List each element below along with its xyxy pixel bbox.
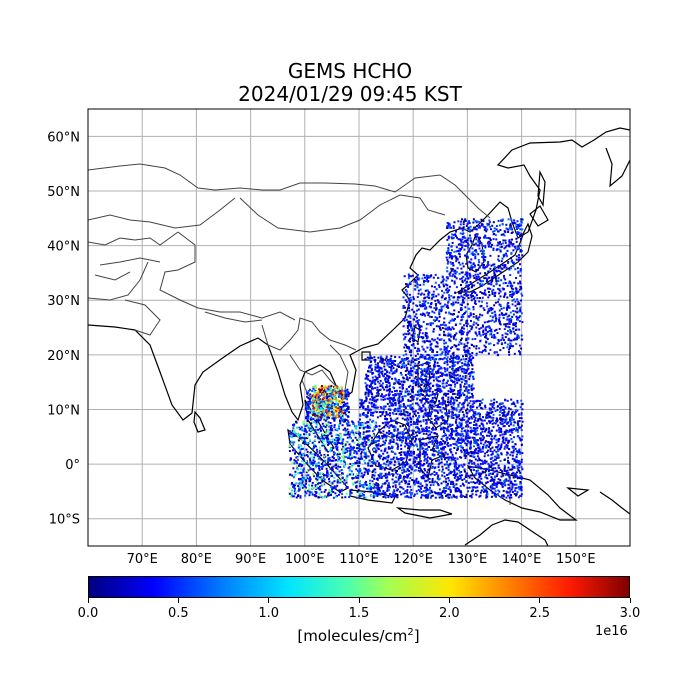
longitude-tick-label: 90°E xyxy=(235,552,266,567)
colorbar-label: [molecules/cm2] xyxy=(297,627,420,645)
map-subtitle: 2024/01/29 09:45 KST xyxy=(238,82,462,106)
colorbar-tick-label: 1.5 xyxy=(348,606,370,621)
longitude-tick-label: 130°E xyxy=(448,552,488,567)
colorbar-tick-mark xyxy=(177,598,179,603)
colorbar-tick-mark xyxy=(268,598,270,603)
myanmar-border xyxy=(261,317,357,351)
bismarck-coast xyxy=(566,487,590,497)
hcho-data-layer xyxy=(288,218,524,499)
latitude-tick-label: 10°S xyxy=(49,513,80,528)
colorbar-tick-mark xyxy=(358,598,360,603)
longitude-tick-label: 150°E xyxy=(556,552,596,567)
colorbar-tick-label: 3.0 xyxy=(619,606,641,621)
australia-coast xyxy=(464,519,549,546)
latitude-tick-label: 50°N xyxy=(47,185,80,200)
sri-lanka-coast xyxy=(193,410,206,433)
sakhalin-coast xyxy=(537,169,546,208)
china-west-border xyxy=(159,231,296,321)
latitude-ticks: 60°N 50°N 40°N 30°N 20°N 10°N 0° 10°S xyxy=(47,130,80,527)
kamchatka-coast xyxy=(605,147,630,188)
asia-coastline xyxy=(88,127,630,422)
colorbar-tick-label: 1.0 xyxy=(258,606,279,621)
latitude-tick-label: 10°N xyxy=(47,403,80,418)
country-borders xyxy=(88,163,511,505)
solomon-islands-coast xyxy=(599,491,630,515)
lesser-sundas-coast xyxy=(395,507,453,519)
colorbar xyxy=(88,576,630,598)
longitude-ticks: 70°E 80°E 90°E 100°E 110°E 120°E 130°E 140°E 150… xyxy=(127,552,596,567)
mongolia-border xyxy=(239,194,446,233)
longitude-tick-label: 80°E xyxy=(181,552,212,567)
colorbar-tick-mark xyxy=(629,598,631,603)
central-asia-borders xyxy=(88,231,179,301)
map-frame xyxy=(87,108,631,547)
map-title: GEMS HCHO xyxy=(287,59,413,83)
kazakhstan-border xyxy=(88,197,236,229)
pakistan-india-border xyxy=(124,299,161,336)
latitude-tick-label: 60°N xyxy=(47,130,80,145)
hokkaido-coast xyxy=(529,205,549,227)
colorbar-tick-mark xyxy=(87,598,89,603)
taiwan-coast xyxy=(411,326,421,344)
colorbar-tick-label: 2.0 xyxy=(438,606,460,621)
colorbar-tick-mark xyxy=(448,598,450,603)
colorbar-tick-label: 2.5 xyxy=(529,606,550,621)
new-guinea-coast xyxy=(466,465,578,521)
latitude-tick-label: 40°N xyxy=(47,240,80,255)
latitude-tick-label: 30°N xyxy=(47,294,80,309)
colorbar-tick-label: 0.0 xyxy=(77,606,99,621)
colorbar-exponent: 1e16 xyxy=(595,624,628,639)
russia-south-border xyxy=(88,163,491,219)
longitude-tick-label: 120°E xyxy=(393,552,433,567)
latitude-tick-label: 20°N xyxy=(47,349,80,364)
longitude-tick-label: 100°E xyxy=(285,552,325,567)
longitude-tick-label: 140°E xyxy=(502,552,542,567)
longitude-tick-label: 70°E xyxy=(127,552,158,567)
sumatra-coast xyxy=(287,428,349,493)
colorbar-tick-mark xyxy=(539,598,541,603)
vietnam-border xyxy=(329,344,349,391)
colorbar-tick-label: 0.5 xyxy=(167,606,189,621)
latitude-tick-label: 0° xyxy=(65,458,80,473)
nepal-border xyxy=(204,311,263,323)
longitude-tick-label: 110°E xyxy=(339,552,379,567)
